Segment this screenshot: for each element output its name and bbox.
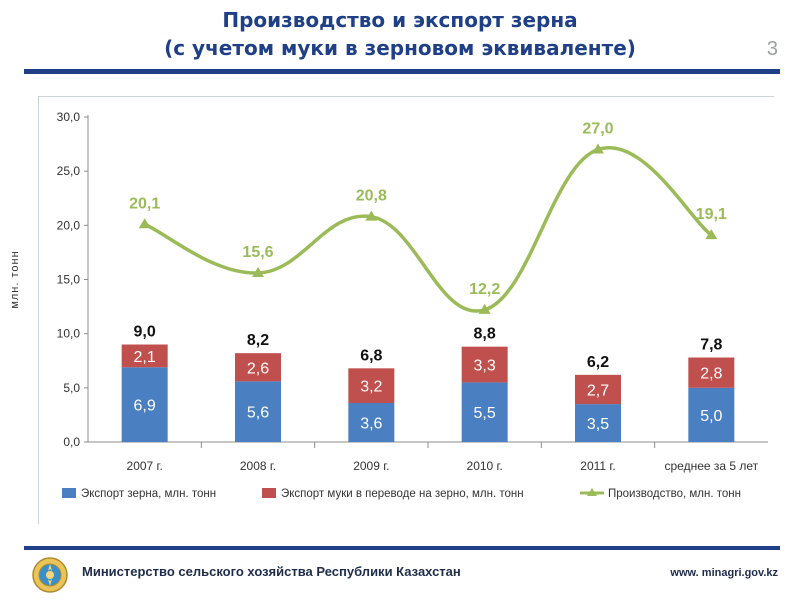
bar-export-grain bbox=[121, 367, 168, 442]
header-divider bbox=[24, 69, 780, 74]
legend-label: Производство, млн. тонн bbox=[608, 488, 741, 500]
bar-total-label: 9,0 bbox=[134, 324, 156, 341]
chart: 0,0 5,0 10,0 15,0 20,0 25,0 30,0 млн. тонн 2007 … bbox=[9, 110, 768, 500]
legend-swatch bbox=[262, 488, 276, 498]
bar-label-export-grain: 5,6 bbox=[247, 405, 269, 422]
bar-label-export-grain: 6,9 bbox=[134, 398, 156, 415]
bar-label-export-flour: 2,7 bbox=[587, 382, 609, 399]
bar-export-flour bbox=[688, 357, 735, 388]
bar-export-flour bbox=[575, 374, 621, 405]
bar-export-grain bbox=[688, 387, 735, 442]
bar-label-export-grain: 3,5 bbox=[587, 416, 609, 433]
title-line-1: Производство и экспорт зерна bbox=[222, 8, 578, 32]
x-tick-label: 2010 г. bbox=[467, 459, 503, 473]
production-label: 15,6 bbox=[242, 244, 273, 261]
bar-total-label: 8,2 bbox=[247, 332, 269, 349]
production-point bbox=[138, 218, 151, 229]
production-point bbox=[705, 229, 718, 240]
production-point bbox=[365, 210, 378, 221]
x-tick-label: 2007 г. bbox=[127, 459, 163, 473]
bar-total-label: 7,8 bbox=[700, 337, 722, 354]
bar-export-flour bbox=[121, 344, 168, 368]
production-point bbox=[252, 267, 264, 277]
production-label: 20,1 bbox=[129, 195, 160, 212]
x-tick-label: 2011 г. bbox=[580, 459, 615, 473]
production-line bbox=[143, 145, 713, 313]
footer-organization: Министерство сельского хозяйства Республ… bbox=[82, 564, 461, 579]
production-point bbox=[592, 143, 604, 154]
bar-label-export-flour: 3,3 bbox=[474, 358, 496, 375]
bar-export-flour bbox=[461, 346, 508, 383]
bar-export-grain bbox=[575, 404, 621, 442]
chart-frame-top bbox=[38, 96, 774, 97]
emblem-icon bbox=[32, 557, 68, 593]
legend-label: Экспорт муки в переводе на зерно, млн. т… bbox=[281, 488, 524, 500]
bar-label-export-grain: 3,6 bbox=[360, 416, 382, 433]
bar-label-export-flour: 2,1 bbox=[134, 349, 156, 366]
legend-marker bbox=[587, 488, 597, 496]
x-tick-label: 2008 г. bbox=[240, 459, 276, 473]
bar-total-label: 6,2 bbox=[587, 354, 609, 371]
bar-total-label: 8,8 bbox=[474, 326, 496, 343]
y-tick-label: 10,0 bbox=[57, 327, 81, 341]
slide-title: Производство и экспорт зерна (с учетом м… bbox=[0, 6, 800, 62]
page-number: 3 bbox=[766, 38, 778, 60]
bar-export-flour bbox=[348, 368, 395, 403]
production-label: 27,0 bbox=[582, 121, 613, 138]
bar-label-export-flour: 2,6 bbox=[247, 360, 269, 377]
y-tick-label: 5,0 bbox=[63, 381, 80, 395]
y-tick-label: 25,0 bbox=[57, 164, 81, 178]
y-tick-label: 30,0 bbox=[57, 110, 81, 124]
y-tick-label: 0,0 bbox=[63, 435, 80, 449]
production-point bbox=[478, 303, 491, 314]
bar-export-flour bbox=[235, 353, 281, 382]
bar-export-grain bbox=[348, 403, 395, 442]
bar-export-grain bbox=[235, 381, 281, 442]
legend-label: Экспорт зерна, млн. тонн bbox=[81, 488, 216, 500]
footer-divider bbox=[24, 546, 780, 550]
production-label: 19,1 bbox=[696, 206, 727, 223]
footer-url[interactable]: www. minagri.gov.kz bbox=[670, 567, 778, 579]
x-tick-label: среднее за 5 лет bbox=[664, 459, 758, 473]
legend-swatch bbox=[62, 488, 76, 498]
x-tick-label: 2009 г. bbox=[353, 459, 389, 473]
title-line-2: (с учетом муки в зерновом эквиваленте) bbox=[164, 36, 636, 60]
bar-total-label: 6,8 bbox=[360, 347, 382, 364]
y-axis-label: млн. тонн bbox=[9, 250, 21, 308]
y-tick-label: 20,0 bbox=[57, 218, 81, 232]
production-label: 20,8 bbox=[356, 188, 387, 205]
bar-label-export-grain: 5,5 bbox=[474, 405, 496, 422]
production-label: 12,2 bbox=[469, 281, 500, 298]
bar-export-grain bbox=[461, 382, 508, 442]
bar-label-export-grain: 5,0 bbox=[700, 408, 722, 425]
bar-label-export-flour: 2,8 bbox=[700, 366, 722, 383]
y-tick-label: 15,0 bbox=[57, 273, 81, 287]
bar-label-export-flour: 3,2 bbox=[360, 379, 382, 396]
chart-frame-left bbox=[38, 96, 39, 524]
